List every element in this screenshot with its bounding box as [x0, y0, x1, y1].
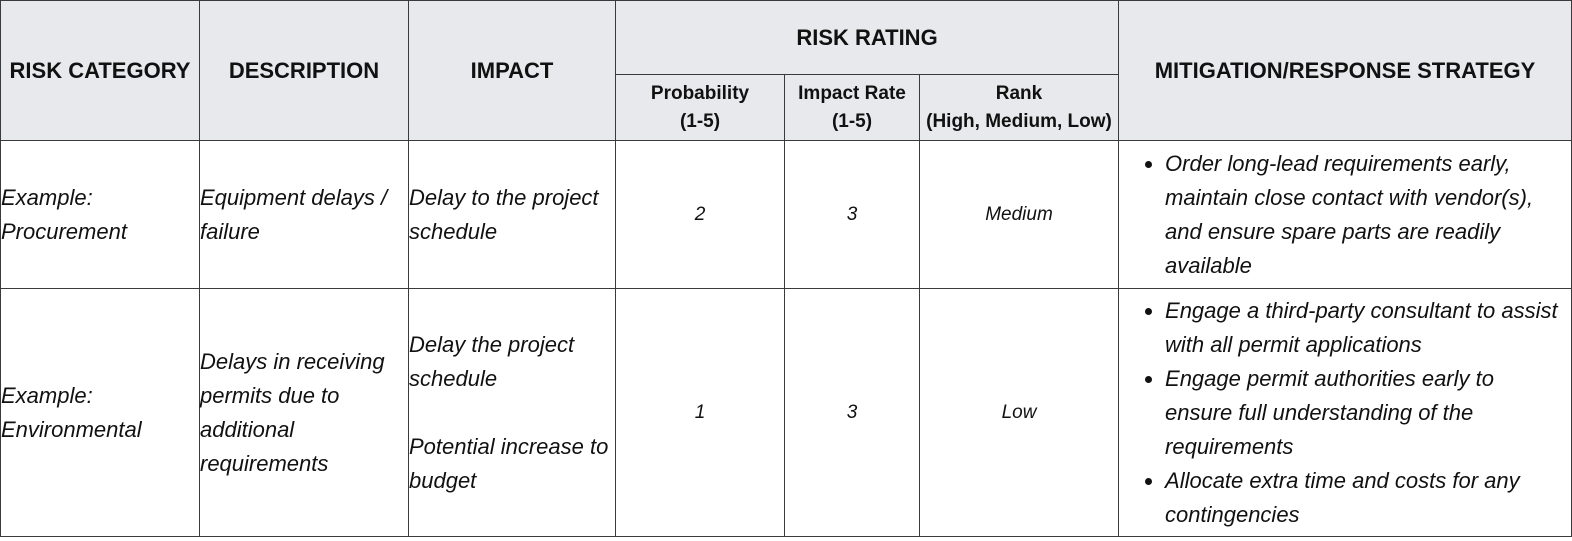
table-row-procurement: Example: Procurement Equipment delays / … [0, 140, 1572, 289]
mitigation-list: Engage a third-party consultant to assis… [1119, 294, 1571, 532]
impact-text: Potential increase to budget [409, 433, 609, 493]
probability-cell: 1 [615, 288, 785, 537]
header-probability-label: Probability [650, 82, 750, 104]
impact-text: Delay the project schedule [409, 331, 575, 391]
header-impact-rate-scale: (1-5) [831, 110, 873, 132]
header-rank: Rank (High, Medium, Low) [918, 74, 1120, 141]
header-impact-rate-label: Impact Rate [798, 82, 906, 104]
impact-cell: Delay the project schedule Potential inc… [408, 288, 616, 537]
impact-rate-cell: 3 [784, 288, 920, 537]
header-risk-rating: RISK RATING [614, 0, 1120, 75]
rank-cell: Medium [918, 140, 1120, 289]
mitigation-cell: Order long-lead requirements early, main… [1118, 140, 1572, 289]
category-name: Environmental [1, 416, 142, 442]
mitigation-item: Engage permit authorities early to ensur… [1165, 362, 1565, 464]
probability-cell: 2 [615, 140, 785, 289]
impact-cell: Delay to the project schedule [408, 140, 616, 289]
header-probability-scale: (1-5) [679, 110, 721, 132]
header-impact: IMPACT [408, 0, 616, 141]
mitigation-list: Order long-lead requirements early, main… [1119, 147, 1571, 283]
header-rank-label: Rank [995, 82, 1043, 104]
mitigation-item: Order long-lead requirements early, main… [1165, 147, 1565, 283]
category-cell: Example: Environmental [0, 288, 200, 537]
impact-spacer [409, 396, 615, 430]
impact-text: Delay to the project schedule [409, 184, 599, 244]
category-cell: Example: Procurement [0, 140, 200, 289]
category-name: Procurement [1, 218, 127, 244]
category-prefix: Example: [1, 184, 93, 210]
header-probability: Probability (1-5) [615, 74, 785, 141]
header-risk-category: RISK CATEGORY [0, 0, 200, 141]
mitigation-cell: Engage a third-party consultant to assis… [1118, 288, 1572, 537]
impact-rate-cell: 3 [784, 140, 920, 289]
category-prefix: Example: [1, 382, 93, 408]
mitigation-item: Engage a third-party consultant to assis… [1165, 294, 1565, 362]
description-cell: Equipment delays / failure [199, 140, 409, 289]
header-rank-scale: (High, Medium, Low) [926, 110, 1112, 132]
header-description: DESCRIPTION [199, 0, 409, 141]
rank-cell: Low [918, 288, 1120, 537]
header-mitigation: MITIGATION/RESPONSE STRATEGY [1118, 0, 1572, 141]
mitigation-item: Allocate extra time and costs for any co… [1165, 464, 1565, 532]
header-row: RISK CATEGORY DESCRIPTION IMPACT RISK RA… [0, 0, 1572, 141]
header-impact-rate: Impact Rate (1-5) [784, 74, 920, 141]
table-row-environmental: Example: Environmental Delays in receivi… [0, 288, 1572, 537]
description-cell: Delays in receiving permits due to addit… [199, 288, 409, 537]
subheader-row: Probability (1-5) Impact Rate (1-5) Rank… [1, 74, 1572, 141]
